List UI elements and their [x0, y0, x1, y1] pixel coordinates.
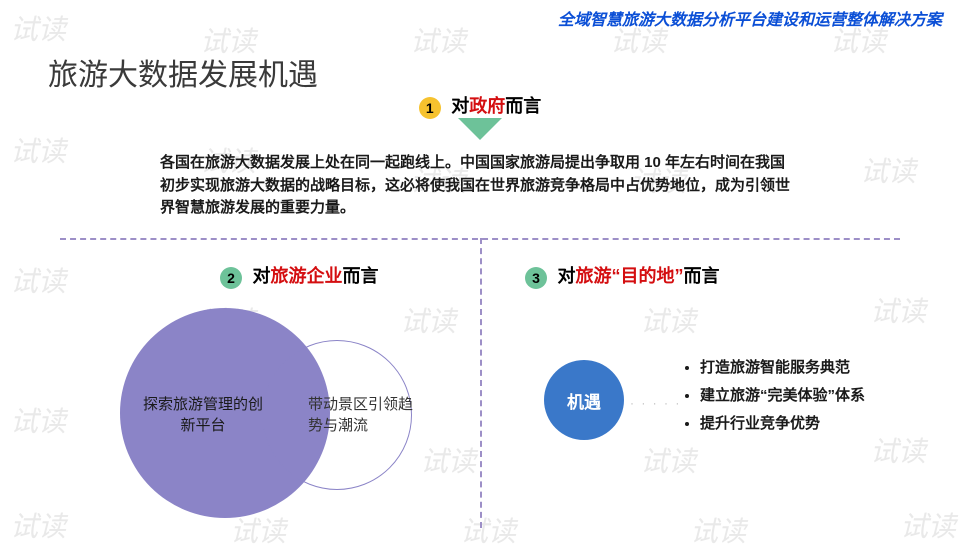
badge-3: 3 — [525, 267, 547, 289]
gov-prefix: 对 — [451, 96, 469, 116]
dest-prefix: 对 — [557, 266, 575, 286]
watermark: 试读 — [900, 505, 956, 545]
watermark: 试读 — [10, 260, 66, 300]
ent-prefix: 对 — [252, 266, 270, 286]
gov-suffix: 而言 — [505, 96, 541, 116]
watermark: 试读 — [870, 290, 926, 330]
watermark: 试读 — [690, 510, 746, 550]
arrow-down-icon — [458, 118, 502, 140]
list-item: 建立旅游“完美体验”体系 — [700, 382, 865, 410]
watermark: 试读 — [860, 150, 916, 190]
venn-diagram: 探索旅游管理的创新平台 带动景区引领趋势与潮流 — [90, 308, 450, 528]
watermark: 试读 — [460, 510, 516, 550]
connector-dots-icon: · · · · · — [630, 396, 681, 410]
watermark: 试读 — [870, 430, 926, 470]
badge-1: 1 — [419, 97, 441, 119]
watermark: 试读 — [10, 505, 66, 545]
badge-2: 2 — [220, 267, 242, 289]
watermark: 试读 — [10, 8, 66, 48]
watermark: 试读 — [10, 130, 66, 170]
section-destination-label: 3 对旅游“目的地”而言 — [525, 262, 719, 289]
list-item: 打造旅游智能服务典范 — [700, 354, 865, 382]
gov-highlight: 政府 — [469, 96, 505, 116]
header-banner: 全域智慧旅游大数据分析平台建设和运营整体解决方案 — [558, 6, 942, 30]
venn-right-text: 带动景区引领趋势与潮流 — [308, 394, 418, 436]
ent-suffix: 而言 — [342, 266, 378, 286]
ent-highlight: 旅游企业 — [270, 266, 342, 286]
watermark: 试读 — [410, 20, 466, 60]
dest-highlight: 旅游“目的地” — [575, 266, 683, 286]
section-gov-label: 1 对政府而言 — [0, 92, 960, 119]
opportunity-list: 打造旅游智能服务典范 建立旅游“完美体验”体系 提升行业竞争优势 — [682, 354, 865, 437]
divider-vertical — [480, 238, 482, 528]
page-title: 旅游大数据发展机遇 — [48, 50, 318, 94]
watermark: 试读 — [640, 440, 696, 480]
list-item: 提升行业竞争优势 — [700, 410, 865, 438]
dest-suffix: 而言 — [683, 266, 719, 286]
gov-paragraph: 各国在旅游大数据发展上处在同一起跑线上。中国国家旅游局提出争取用 10 年左右时… — [160, 152, 800, 220]
opportunity-circle: 机遇 — [544, 360, 624, 440]
section-enterprise-label: 2 对旅游企业而言 — [220, 262, 378, 289]
venn-left-text: 探索旅游管理的创新平台 — [138, 394, 268, 436]
watermark: 试读 — [640, 300, 696, 340]
watermark: 试读 — [10, 400, 66, 440]
